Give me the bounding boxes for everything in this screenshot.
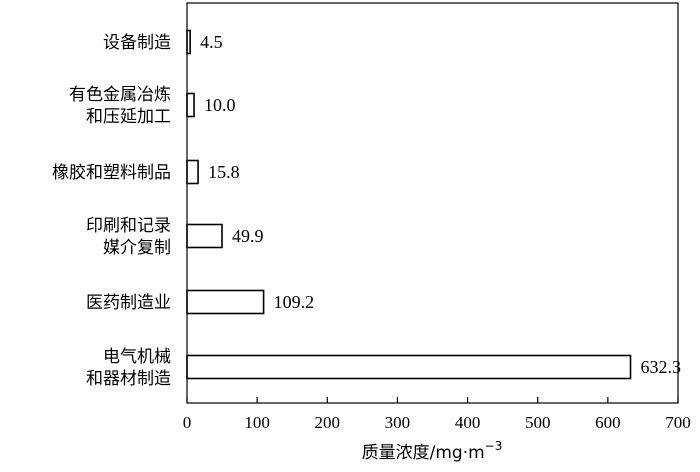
x-axis-title-exponent: −3 bbox=[485, 439, 503, 453]
x-tick-label: 0 bbox=[183, 413, 192, 432]
value-label: 49.9 bbox=[232, 226, 264, 246]
x-tick-label: 500 bbox=[525, 413, 551, 432]
category-label: 设备制造 bbox=[103, 33, 171, 53]
x-tick-label: 200 bbox=[315, 413, 341, 432]
bar bbox=[186, 92, 195, 118]
value-label: 10.0 bbox=[204, 95, 236, 115]
category-label: 媒介复制 bbox=[103, 238, 171, 258]
x-axis-ticks: 0 100 200 300 400 500 600 700 bbox=[183, 397, 691, 432]
x-tick-label: 300 bbox=[385, 413, 411, 432]
bar bbox=[186, 29, 191, 55]
category-label: 电气机械 bbox=[103, 347, 171, 367]
category-labels: 设备制造有色金属冶炼和压延加工橡胶和塑料制品印刷和记录媒介复制医药制造业电气机械… bbox=[52, 33, 171, 389]
x-tick-label: 600 bbox=[595, 413, 621, 432]
category-label: 和压延加工 bbox=[86, 107, 171, 127]
value-label: 109.2 bbox=[274, 292, 315, 312]
x-axis-title: 质量浓度/mg·m−3 bbox=[362, 439, 503, 463]
x-axis-title-text: 质量浓度/mg·m bbox=[362, 443, 485, 463]
x-tick-label: 100 bbox=[244, 413, 270, 432]
bar bbox=[186, 354, 632, 380]
value-label: 632.3 bbox=[641, 357, 682, 377]
value-label: 4.5 bbox=[200, 32, 223, 52]
value-labels: 4.5 10.0 15.8 49.9 109.2 632.3 bbox=[200, 32, 681, 377]
plot-frame bbox=[186, 2, 679, 404]
x-tick-label: 400 bbox=[455, 413, 481, 432]
category-label: 和器材制造 bbox=[86, 369, 171, 389]
bar bbox=[186, 159, 199, 185]
category-label: 橡胶和塑料制品 bbox=[52, 163, 171, 183]
category-label: 有色金属冶炼 bbox=[69, 85, 171, 105]
bars-group bbox=[186, 29, 632, 380]
bar bbox=[186, 289, 265, 315]
category-label: 医药制造业 bbox=[86, 293, 171, 313]
x-tick-label: 700 bbox=[665, 413, 691, 432]
category-label: 印刷和记录 bbox=[86, 216, 171, 236]
bar bbox=[186, 223, 223, 249]
value-label: 15.8 bbox=[208, 162, 240, 182]
